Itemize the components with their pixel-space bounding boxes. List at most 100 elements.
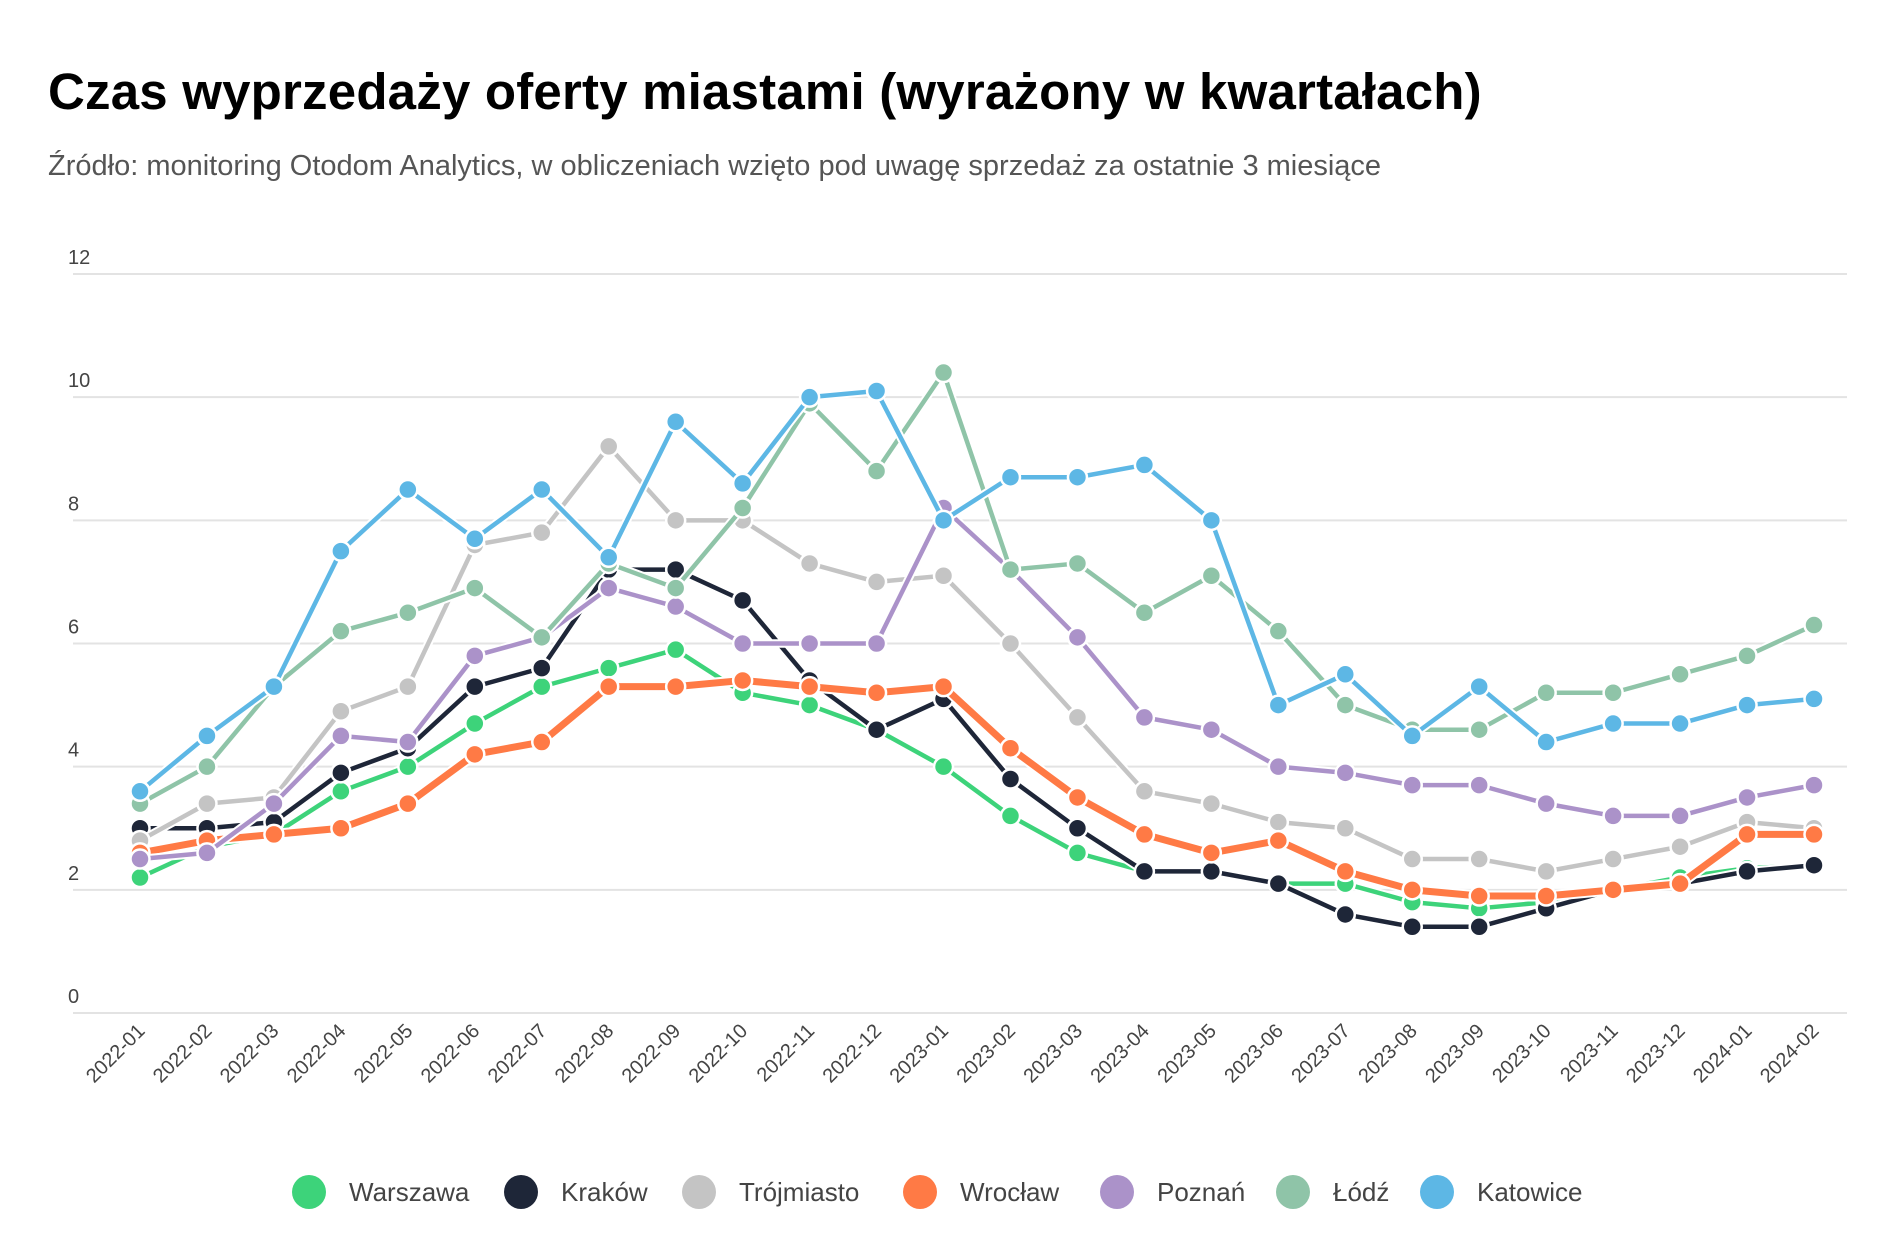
legend-item-katowice: Katowice xyxy=(1420,1175,1583,1209)
data-point xyxy=(731,497,754,519)
data-point xyxy=(798,675,821,698)
data-point xyxy=(1535,682,1557,704)
data-point xyxy=(1133,780,1156,803)
legend-item-kraków: Kraków xyxy=(504,1175,648,1209)
y-axis-ticks: 0 2 4 6 8 10 12 xyxy=(68,247,90,1008)
series-warszawa xyxy=(129,638,1825,920)
legend: Warszawa Kraków Trójmiasto Wrocław Poznań Łód… xyxy=(292,1175,1583,1209)
data-point xyxy=(798,694,821,716)
series-line xyxy=(140,567,1815,930)
chart-title: Czas wyprzedaży oferty miastami (wyrażon… xyxy=(48,63,1482,120)
data-point xyxy=(1736,860,1758,883)
data-point xyxy=(798,552,821,575)
series-line xyxy=(138,388,1815,794)
data-point xyxy=(1267,811,1290,833)
x-tick-label: 2024-02 xyxy=(1756,1020,1823,1087)
legend-label: Łódź xyxy=(1333,1177,1389,1207)
x-tick-label: 2023-01 xyxy=(886,1020,953,1087)
data-point xyxy=(464,528,486,550)
data-point xyxy=(999,558,1022,581)
data-point xyxy=(1066,626,1089,649)
data-point xyxy=(1401,848,1423,870)
y-tick-label: 0 xyxy=(68,986,79,1008)
data-point xyxy=(865,718,888,741)
legend-marker xyxy=(1276,1175,1310,1209)
series-line-outline xyxy=(137,386,1815,795)
data-point xyxy=(330,817,352,839)
data-point xyxy=(129,780,151,803)
data-point xyxy=(1468,916,1490,938)
data-point xyxy=(464,712,486,735)
x-tick-label: 2022-08 xyxy=(551,1020,618,1087)
x-tick-label: 2023-11 xyxy=(1556,1020,1622,1086)
data-point xyxy=(1669,872,1691,895)
data-point xyxy=(1334,663,1357,686)
series-wrocław xyxy=(129,669,1825,907)
legend-label: Katowice xyxy=(1477,1177,1583,1207)
data-point xyxy=(464,743,486,766)
data-point xyxy=(531,657,553,679)
data-point xyxy=(397,792,419,815)
data-point xyxy=(1334,860,1357,883)
data-point xyxy=(1468,675,1490,698)
data-point xyxy=(1602,879,1624,901)
x-tick-label: 2023-07 xyxy=(1287,1020,1354,1087)
data-point xyxy=(1803,823,1825,846)
data-point xyxy=(1066,817,1089,839)
data-point xyxy=(1535,885,1557,907)
data-point xyxy=(531,521,553,544)
data-point xyxy=(1267,829,1290,852)
data-point xyxy=(1066,786,1089,809)
data-point xyxy=(1803,774,1825,796)
data-point xyxy=(1669,663,1691,686)
data-point xyxy=(330,540,352,562)
data-point xyxy=(597,435,620,458)
data-point xyxy=(731,632,754,655)
data-point xyxy=(1468,848,1490,870)
data-point xyxy=(1401,879,1423,901)
data-point xyxy=(1803,854,1825,876)
data-point xyxy=(597,657,620,679)
data-point xyxy=(397,755,419,778)
data-point xyxy=(1200,718,1223,741)
x-tick-label: 2023-02 xyxy=(953,1020,1020,1087)
legend-label: Wrocław xyxy=(960,1177,1059,1207)
series-katowice xyxy=(129,380,1825,803)
legend-marker xyxy=(682,1175,716,1209)
x-tick-label: 2022-03 xyxy=(216,1020,283,1087)
data-point xyxy=(865,682,888,704)
data-point xyxy=(865,380,888,402)
data-point xyxy=(731,669,754,692)
data-point xyxy=(664,595,687,618)
data-point xyxy=(1669,835,1691,858)
data-point xyxy=(1200,792,1223,815)
data-point xyxy=(397,731,419,753)
y-tick-label: 6 xyxy=(68,617,79,639)
series-lines xyxy=(129,361,1825,938)
data-point xyxy=(129,866,151,889)
data-point xyxy=(1334,903,1357,926)
legend-marker xyxy=(1420,1175,1454,1209)
series-line xyxy=(139,647,1815,911)
x-tick-label: 2022-04 xyxy=(283,1020,350,1087)
data-point xyxy=(1401,774,1423,796)
data-point xyxy=(1803,614,1825,636)
x-tick-label: 2024-01 xyxy=(1689,1020,1756,1087)
data-point xyxy=(1602,682,1624,704)
legend-marker xyxy=(903,1175,937,1209)
data-point xyxy=(1267,620,1290,642)
data-point xyxy=(999,805,1022,827)
data-point xyxy=(1334,762,1357,784)
data-point xyxy=(999,466,1022,488)
y-tick-label: 10 xyxy=(68,370,90,392)
legend-label: Poznań xyxy=(1157,1177,1245,1207)
data-point xyxy=(330,620,352,642)
data-point xyxy=(531,731,553,753)
x-tick-label: 2023-05 xyxy=(1153,1020,1220,1087)
data-point xyxy=(1468,885,1490,907)
data-point xyxy=(1736,645,1758,667)
data-point xyxy=(664,675,687,698)
data-point xyxy=(263,792,285,815)
data-point xyxy=(1468,718,1490,741)
